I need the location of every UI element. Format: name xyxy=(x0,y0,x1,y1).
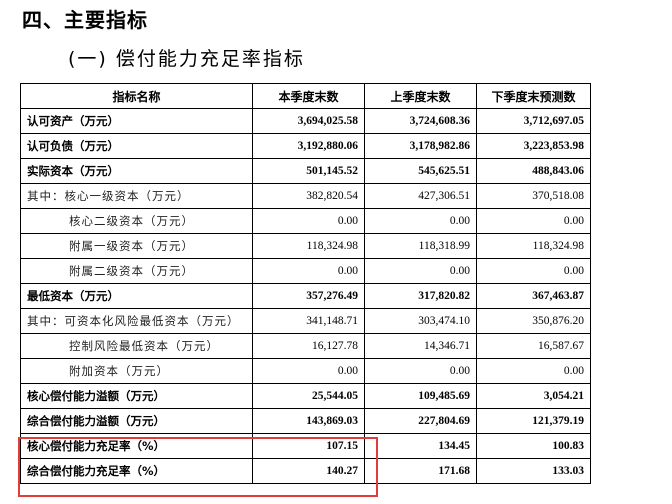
row-label: 附属一级资本（万元） xyxy=(20,233,253,259)
cell-current: 357,276.49 xyxy=(252,283,365,309)
header-indicator-name: 指标名称 xyxy=(20,83,253,109)
cell-current: 382,820.54 xyxy=(252,183,365,209)
cell-previous: 3,724,608.36 xyxy=(364,108,477,134)
cell-current: 25,544.05 xyxy=(252,383,365,409)
cell-current: 143,869.03 xyxy=(252,408,365,434)
table-row: 附加资本（万元） 0.00 0.00 0.00 xyxy=(20,358,591,384)
header-next-quarter-forecast: 下季度末预测数 xyxy=(476,83,591,109)
cell-forecast: 488,843.06 xyxy=(476,158,591,184)
header-current-quarter: 本季度末数 xyxy=(252,83,365,109)
cell-forecast: 16,587.67 xyxy=(476,333,591,359)
table-row: 认可负债（万元） 3,192,880.06 3,178,982.86 3,223… xyxy=(20,133,591,159)
table-row: 附属一级资本（万元） 118,324.98 118,318.99 118,324… xyxy=(20,233,591,259)
table-row: 认可资产（万元） 3,694,025.58 3,724,608.36 3,712… xyxy=(20,108,591,134)
row-label: 附加资本（万元） xyxy=(20,358,253,384)
row-label: 控制风险最低资本（万元） xyxy=(20,333,253,359)
row-label: 核心偿付能力溢额（万元） xyxy=(20,383,253,409)
row-label: 最低资本（万元） xyxy=(20,283,253,309)
cell-current: 341,148.71 xyxy=(252,308,365,334)
table-row: 其中：可资本化风险最低资本（万元） 341,148.71 303,474.10 … xyxy=(20,308,591,334)
cell-previous: 118,318.99 xyxy=(364,233,477,259)
table-header-row: 指标名称 本季度末数 上季度末数 下季度末预测数 xyxy=(20,83,591,109)
row-label: 其中：核心一级资本（万元） xyxy=(20,183,253,209)
table-row: 控制风险最低资本（万元） 16,127.78 14,346.71 16,587.… xyxy=(20,333,591,359)
cell-current: 0.00 xyxy=(252,358,365,384)
cell-forecast: 367,463.87 xyxy=(476,283,591,309)
table-row: 实际资本（万元） 501,145.52 545,625.51 488,843.0… xyxy=(20,158,591,184)
table-row: 综合偿付能力充足率（%） 140.27 171.68 133.03 xyxy=(20,458,591,484)
cell-current: 3,192,880.06 xyxy=(252,133,365,159)
table-row: 核心偿付能力充足率（%） 107.15 134.45 100.83 xyxy=(20,433,591,459)
row-label: 综合偿付能力溢额（万元） xyxy=(20,408,253,434)
cell-forecast: 3,712,697.05 xyxy=(476,108,591,134)
table-row: 其中：核心一级资本（万元） 382,820.54 427,306.51 370,… xyxy=(20,183,591,209)
cell-current: 0.00 xyxy=(252,258,365,284)
header-previous-quarter: 上季度末数 xyxy=(364,83,477,109)
cell-current: 3,694,025.58 xyxy=(252,108,365,134)
cell-previous: 0.00 xyxy=(364,258,477,284)
cell-previous: 109,485.69 xyxy=(364,383,477,409)
row-label: 综合偿付能力充足率（%） xyxy=(20,458,253,484)
cell-previous: 545,625.51 xyxy=(364,158,477,184)
cell-previous: 303,474.10 xyxy=(364,308,477,334)
cell-forecast: 100.83 xyxy=(476,433,591,459)
table-row: 最低资本（万元） 357,276.49 317,820.82 367,463.8… xyxy=(20,283,591,309)
cell-current: 118,324.98 xyxy=(252,233,365,259)
cell-current: 107.15 xyxy=(252,433,365,459)
cell-previous: 14,346.71 xyxy=(364,333,477,359)
row-label: 认可负债（万元） xyxy=(20,133,253,159)
cell-forecast: 0.00 xyxy=(476,208,591,234)
cell-forecast: 0.00 xyxy=(476,258,591,284)
cell-forecast: 350,876.20 xyxy=(476,308,591,334)
cell-previous: 0.00 xyxy=(364,208,477,234)
section-title: 四、主要指标 xyxy=(22,8,148,32)
cell-current: 140.27 xyxy=(252,458,365,484)
row-label: 认可资产（万元） xyxy=(20,108,253,134)
table-row: 核心二级资本（万元） 0.00 0.00 0.00 xyxy=(20,208,591,234)
cell-current: 16,127.78 xyxy=(252,333,365,359)
solvency-table: 指标名称 本季度末数 上季度末数 下季度末预测数 认可资产（万元） 3,694,… xyxy=(20,83,591,484)
cell-previous: 317,820.82 xyxy=(364,283,477,309)
row-label: 核心偿付能力充足率（%） xyxy=(20,433,253,459)
row-label: 实际资本（万元） xyxy=(20,158,253,184)
cell-current: 0.00 xyxy=(252,208,365,234)
cell-previous: 427,306.51 xyxy=(364,183,477,209)
cell-forecast: 133.03 xyxy=(476,458,591,484)
cell-previous: 227,804.69 xyxy=(364,408,477,434)
cell-previous: 134.45 xyxy=(364,433,477,459)
cell-forecast: 370,518.08 xyxy=(476,183,591,209)
subsection-title: (一) 偿付能力充足率指标 xyxy=(68,48,305,70)
row-label: 附属二级资本（万元） xyxy=(20,258,253,284)
cell-forecast: 121,379.19 xyxy=(476,408,591,434)
cell-current: 501,145.52 xyxy=(252,158,365,184)
cell-previous: 3,178,982.86 xyxy=(364,133,477,159)
table-row: 核心偿付能力溢额（万元） 25,544.05 109,485.69 3,054.… xyxy=(20,383,591,409)
row-label: 核心二级资本（万元） xyxy=(20,208,253,234)
row-label: 其中：可资本化风险最低资本（万元） xyxy=(20,308,253,334)
table-row: 综合偿付能力溢额（万元） 143,869.03 227,804.69 121,3… xyxy=(20,408,591,434)
cell-previous: 0.00 xyxy=(364,358,477,384)
table-row: 附属二级资本（万元） 0.00 0.00 0.00 xyxy=(20,258,591,284)
cell-forecast: 3,223,853.98 xyxy=(476,133,591,159)
cell-forecast: 0.00 xyxy=(476,358,591,384)
cell-previous: 171.68 xyxy=(364,458,477,484)
cell-forecast: 118,324.98 xyxy=(476,233,591,259)
cell-forecast: 3,054.21 xyxy=(476,383,591,409)
